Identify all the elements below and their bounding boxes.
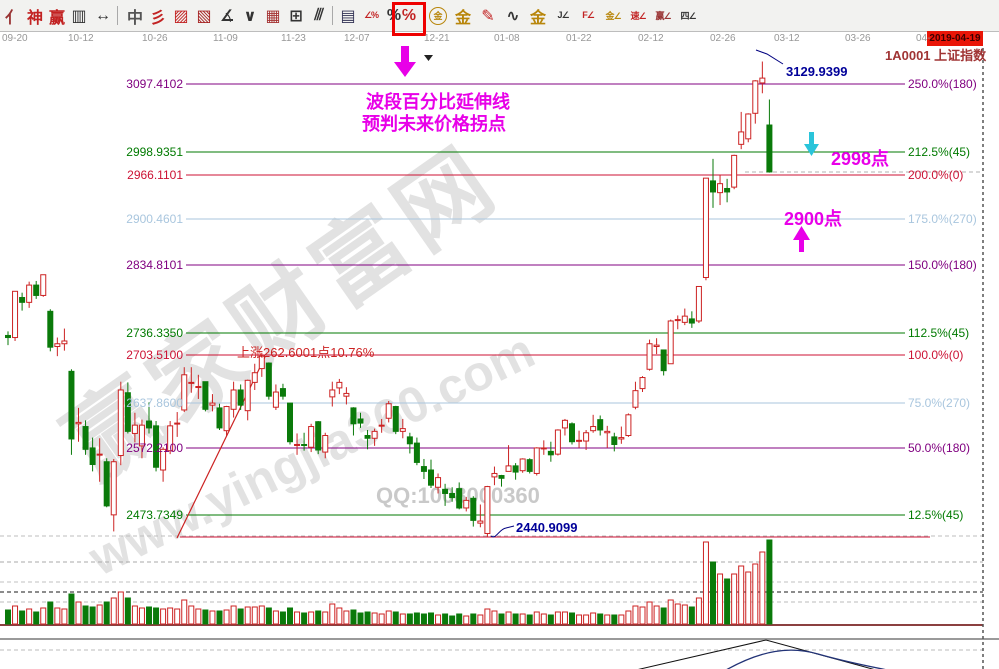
fib-percent-label: 12.5%(45) [908,508,964,522]
level-2998-arrow [804,132,819,156]
fib-price-label: 2736.3350 [126,326,183,340]
fib-percent-label: 150.0%(180) [908,258,977,272]
gold-lines-icon[interactable]: 金 [454,9,471,27]
level-2998-label: 2998点 [831,149,890,169]
partial-tool-icon[interactable]: 亻 [4,9,21,27]
date-label: 10-12 [68,33,94,44]
axis-grid-icon[interactable]: ⊞ [289,7,303,25]
tool-note-line1: 波段百分比延伸线 [366,92,510,112]
fib-percent-label: 50.0%(180) [908,441,971,455]
date-label: 12-21 [424,33,450,44]
date-label: 03-26 [845,33,871,44]
fib-percent-label: 250.0%(180) [908,77,977,91]
fib-price-label: 2966.1101 [127,168,183,182]
tool-note-line2: 预判未来价格拐点 [362,114,506,134]
gold-box-icon[interactable]: 金 [529,9,546,27]
active-tool-highlight [392,2,426,36]
j-line-icon[interactable]: J∠ [557,10,569,20]
date-label: 02-26 [710,33,736,44]
gold-circle-icon[interactable]: 金 [427,3,449,28]
toolbar-separator [332,6,333,25]
f-line-icon[interactable]: F∠ [582,10,595,20]
date-label: 11-09 [213,33,238,44]
anchor-icon[interactable]: 中 [126,9,143,27]
trend-line-icon[interactable]: ∡ [219,7,235,25]
toolbar-separator [117,6,118,25]
fib-price-label: 2703.5100 [126,348,183,362]
ying-angle-icon[interactable]: 赢∠ [655,11,671,21]
ruler-icon[interactable]: ▥ [71,7,87,25]
date-label: 02-12 [638,33,664,44]
toolbar: 亻神赢 ▥ ↔ 中彡 ▨ ▧ ∡ ∨ ▦ ⊞ ⫻ ▤ ∠%% ℅ 金金 ✎ ∿ 金 J∠ F∠ 金∠ 速∠ 赢∠ 四∠ [0,0,999,36]
shen-tool-icon[interactable]: 神 [26,9,43,27]
fib-price-label: 2637.8600 [126,396,183,410]
tool-pointer-arrow [394,46,416,77]
dropdown-triangle [424,55,433,61]
fib-price-label: 2572.2100 [126,441,183,455]
level-2900-label: 2900点 [784,209,843,229]
low-price-label: 2440.9099 [516,520,578,535]
fib-price-label: 2834.8101 [126,258,183,272]
date-label: 10-26 [142,33,168,44]
stats-panel-icon[interactable]: ▤ [340,7,356,25]
brush-icon[interactable]: ✎ [481,7,495,25]
parallel-lines-icon[interactable]: ⫻ [314,6,324,24]
rise-stat-label: 上涨262.6001点10.76% [237,345,375,360]
fib-price-label: 2998.9351 [126,145,183,159]
wave-icon[interactable]: ∿ [506,7,520,25]
instrument-title: 1A0001 上证指数 [885,45,986,64]
instrument-symbol: 1A0001 [885,48,931,63]
grid-icon[interactable]: ▦ [265,7,281,25]
polyline-icon[interactable]: ∨ [243,7,257,25]
fib-percent-label: 100.0%(0) [908,348,964,362]
peak-price-label: 3129.9399 [786,64,848,79]
four-angle-icon[interactable]: 四∠ [680,11,696,21]
date-label: 01-08 [494,33,520,44]
arc-fan-icon[interactable]: ▨ [173,7,189,25]
width-measure-icon[interactable]: ↔ [95,6,111,24]
fib-percent-label: 212.5%(45) [908,145,971,159]
fib-price-label: 2473.7349 [126,508,183,522]
fib-percent-label: 200.0%(0) [908,168,964,182]
date-label: 09-20 [2,33,28,44]
fib-price-label: 2900.4601 [126,212,183,226]
fib-percent-label: 112.5%(45) [908,326,970,340]
date-label: 12-07 [344,33,370,44]
date-label: 11-23 [281,33,306,44]
instrument-name: 上证指数 [934,48,987,63]
date-label: 03-12 [774,33,800,44]
gold-angle-icon[interactable]: 金∠ [605,11,621,21]
shaded-fan-icon[interactable]: ▧ [196,7,212,25]
date-axis: 2019-04-19 09-20 10-12 10-26 11-09 11-23 12-0… [0,31,999,46]
date-label: 01-22 [566,33,592,44]
current-date-badge: 2019-04-19 [927,31,983,46]
gann-fan-icon[interactable]: 彡 [149,9,166,27]
speed-line-icon[interactable]: 速∠ [630,11,646,21]
level-2900-arrow [793,226,810,252]
fib-percent-label: 75.0%(270) [908,396,971,410]
yingjia-tool-icon[interactable]: 赢 [48,9,65,27]
wave-percent-icon[interactable]: ∠% [363,10,379,20]
date-label: 04- [916,33,931,44]
fib-percent-label: 175.0%(270) [908,212,977,226]
percent-extension-icon[interactable]: ℅ [401,6,417,24]
fib-price-label: 3097.4102 [126,77,183,91]
